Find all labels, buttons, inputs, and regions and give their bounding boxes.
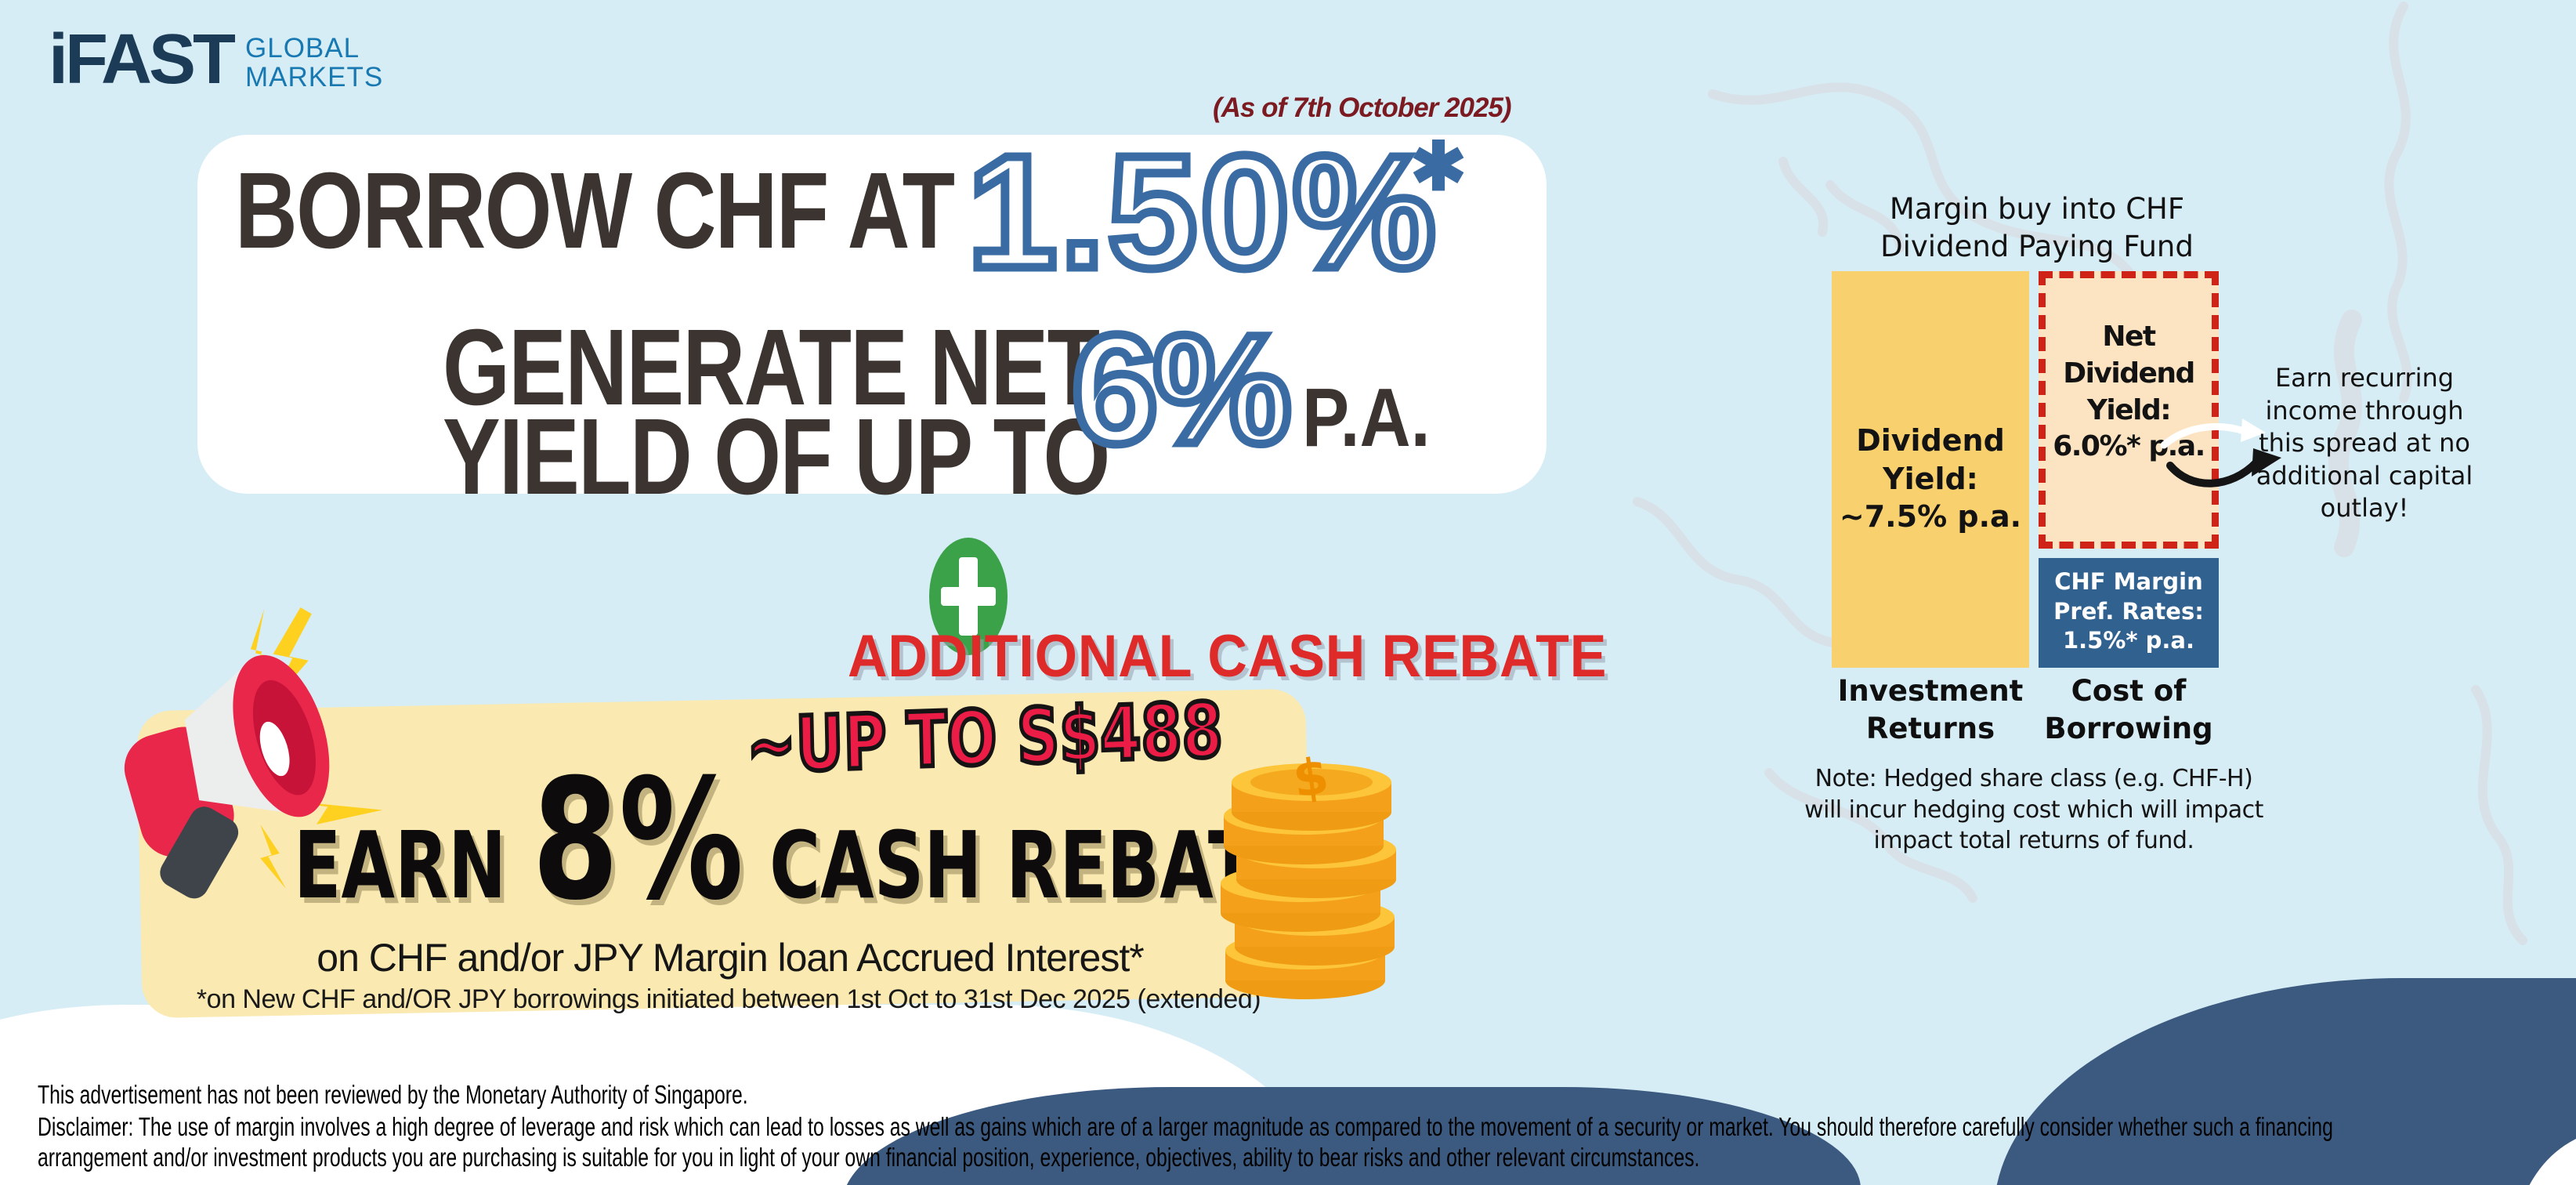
chf-margin-rate-box: CHF Margin Pref. Rates: 1.5%* p.a.: [2039, 558, 2219, 668]
asterisk-icon: ✱: [1410, 129, 1467, 205]
hill-shape-center: [842, 1087, 1861, 1185]
hedging-note-line1: Note: Hedged share class (e.g. CHF-H): [1814, 765, 2253, 792]
spread-arrow-icons: [2160, 419, 2281, 487]
dividend-bar-line2: Yield:: [1883, 461, 1978, 496]
rebate-subline: on CHF and/or JPY Margin loan Accrued In…: [317, 936, 1144, 980]
dividend-bar-line1: Dividend: [1856, 423, 2005, 458]
comparison-title-line2: Dividend Paying Fund: [1880, 230, 2194, 264]
earn-rebate-headline: EARN 8% CASH REBATE: [294, 743, 1303, 937]
margin-box-line3: 1.5%* p.a.: [2062, 627, 2195, 654]
as-of-date: (As of 7th October 2025): [1213, 92, 1512, 123]
net-box-line2: Dividend: [2063, 357, 2195, 390]
net-box-line3: Yield:: [2086, 393, 2172, 426]
megaphone-icon: [124, 607, 383, 899]
generate-net-headline: GENERATE NET: [443, 307, 1100, 428]
net-yield-rate-value: 6%: [1067, 303, 1295, 476]
svg-text:$: $: [1290, 747, 1332, 809]
investment-returns-label: Investment Returns: [1837, 674, 2024, 746]
logo-global-text: GLOBAL: [245, 33, 360, 63]
mas-review-statement: This advertisement has not been reviewed…: [38, 1080, 748, 1109]
logo-markets-text: MARKETS: [245, 61, 384, 92]
net-box-line1: Net: [2102, 321, 2156, 353]
comparison-title-line1: Margin buy into CHF: [1889, 192, 2185, 226]
additional-cash-rebate-headline: ADDITIONAL CASH REBATE: [848, 623, 1608, 690]
disclaimer-line2: arrangement and/or investment products y…: [38, 1143, 1700, 1172]
earn-rate-value: 8%: [532, 743, 744, 937]
cost-of-borrowing-label: Cost of Borrowing: [2044, 674, 2213, 746]
margin-box-line1: CHF Margin: [2054, 568, 2203, 595]
earn-word: EARN: [294, 811, 507, 919]
disclaimer-line1: Disclaimer: The use of margin involves a…: [38, 1112, 2333, 1141]
hedging-note-line3: impact total returns of fund.: [1873, 827, 2194, 855]
dividend-yield-bar: Dividend Yield: ~7.5% p.a.: [1832, 271, 2029, 668]
dividend-bar-line3: ~7.5% p.a.: [1839, 499, 2022, 535]
hedging-note: Note: Hedged share class (e.g. CHF-H) wi…: [1767, 763, 2300, 857]
yield-up-to-headline: YIELD OF UP TO: [443, 397, 1110, 517]
net-dividend-yield-box: Net Dividend Yield: 6.0%* p.a.: [2039, 271, 2219, 549]
plus-icon: [929, 538, 1008, 655]
borrow-chf-headline: BORROW CHF AT: [235, 150, 955, 271]
margin-box-line2: Pref. Rates:: [2053, 597, 2204, 625]
rebate-terms: *on New CHF and/OR JPY borrowings initia…: [196, 984, 1261, 1014]
per-annum-label: P.A.: [1302, 371, 1431, 464]
cash-rebate-words: CASH REBATE: [769, 811, 1303, 919]
coins-icon: $: [1221, 747, 1396, 999]
logo-subtitle: GLOBAL MARKETS: [245, 34, 383, 92]
comparison-title: Margin buy into CHF Dividend Paying Fund: [1833, 190, 2241, 266]
hedging-note-line2: will incur hedging cost which will impac…: [1804, 795, 2263, 824]
spread-callout-text: Earn recurring income through this sprea…: [2256, 363, 2473, 524]
hero-panel: [197, 135, 1547, 494]
ifast-global-markets-logo: iFAST GLOBAL MARKETS: [49, 20, 383, 99]
borrow-rate-value: 1.50%: [963, 122, 1439, 302]
logo-brand-text: iFAST: [49, 20, 236, 99]
